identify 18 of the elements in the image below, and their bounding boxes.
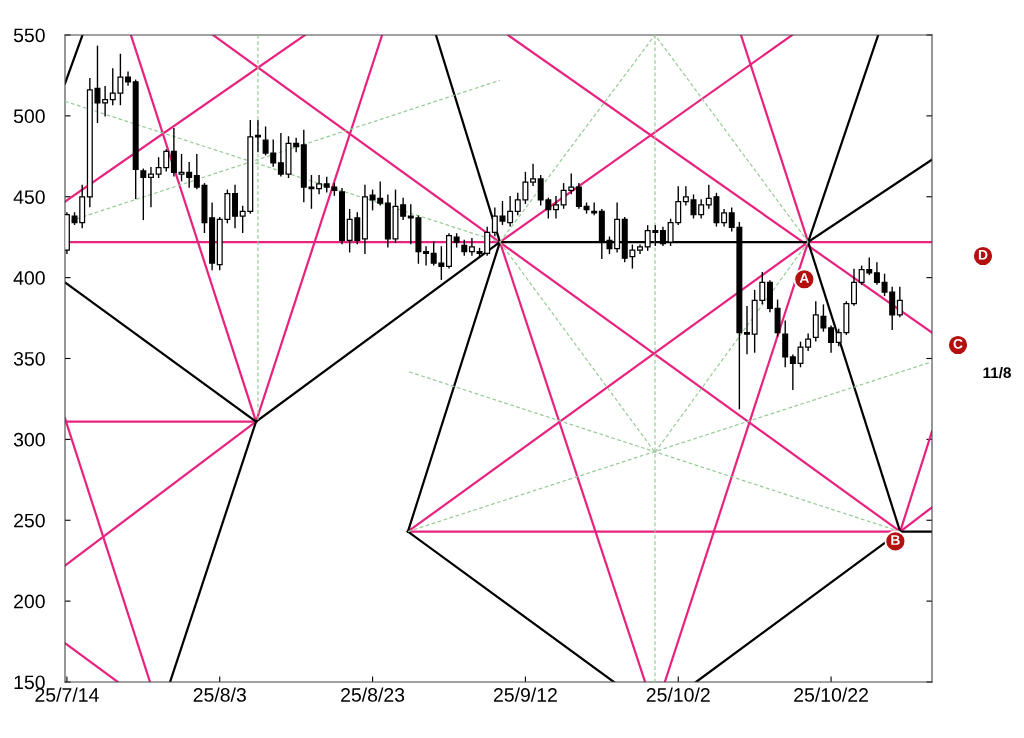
text: C xyxy=(953,338,963,349)
annotation: A xyxy=(799,273,809,283)
text: 11/8 xyxy=(983,366,1011,379)
x-tick-label: 25/8/23 xyxy=(341,687,405,702)
text: D xyxy=(978,250,988,260)
x-tick-label: 25/10/2 xyxy=(646,687,710,702)
x-tick-label: 25/8/3 xyxy=(193,687,246,702)
y-tick-label: 550 xyxy=(13,28,45,43)
y-tick-label: 400 xyxy=(13,271,45,285)
annotation: B xyxy=(891,535,900,545)
y-tick-label: 300 xyxy=(13,432,45,447)
y-tick-label: 250 xyxy=(14,513,45,528)
y-tick-label: 200 xyxy=(14,594,45,609)
y-tick-label: 500 xyxy=(13,109,45,124)
x-tick-label: 25/10/22 xyxy=(794,687,868,702)
x-tick-label: 25/9/12 xyxy=(493,687,557,702)
y-tick-label: 450 xyxy=(13,190,45,204)
y-tick-label: 350 xyxy=(13,351,45,366)
